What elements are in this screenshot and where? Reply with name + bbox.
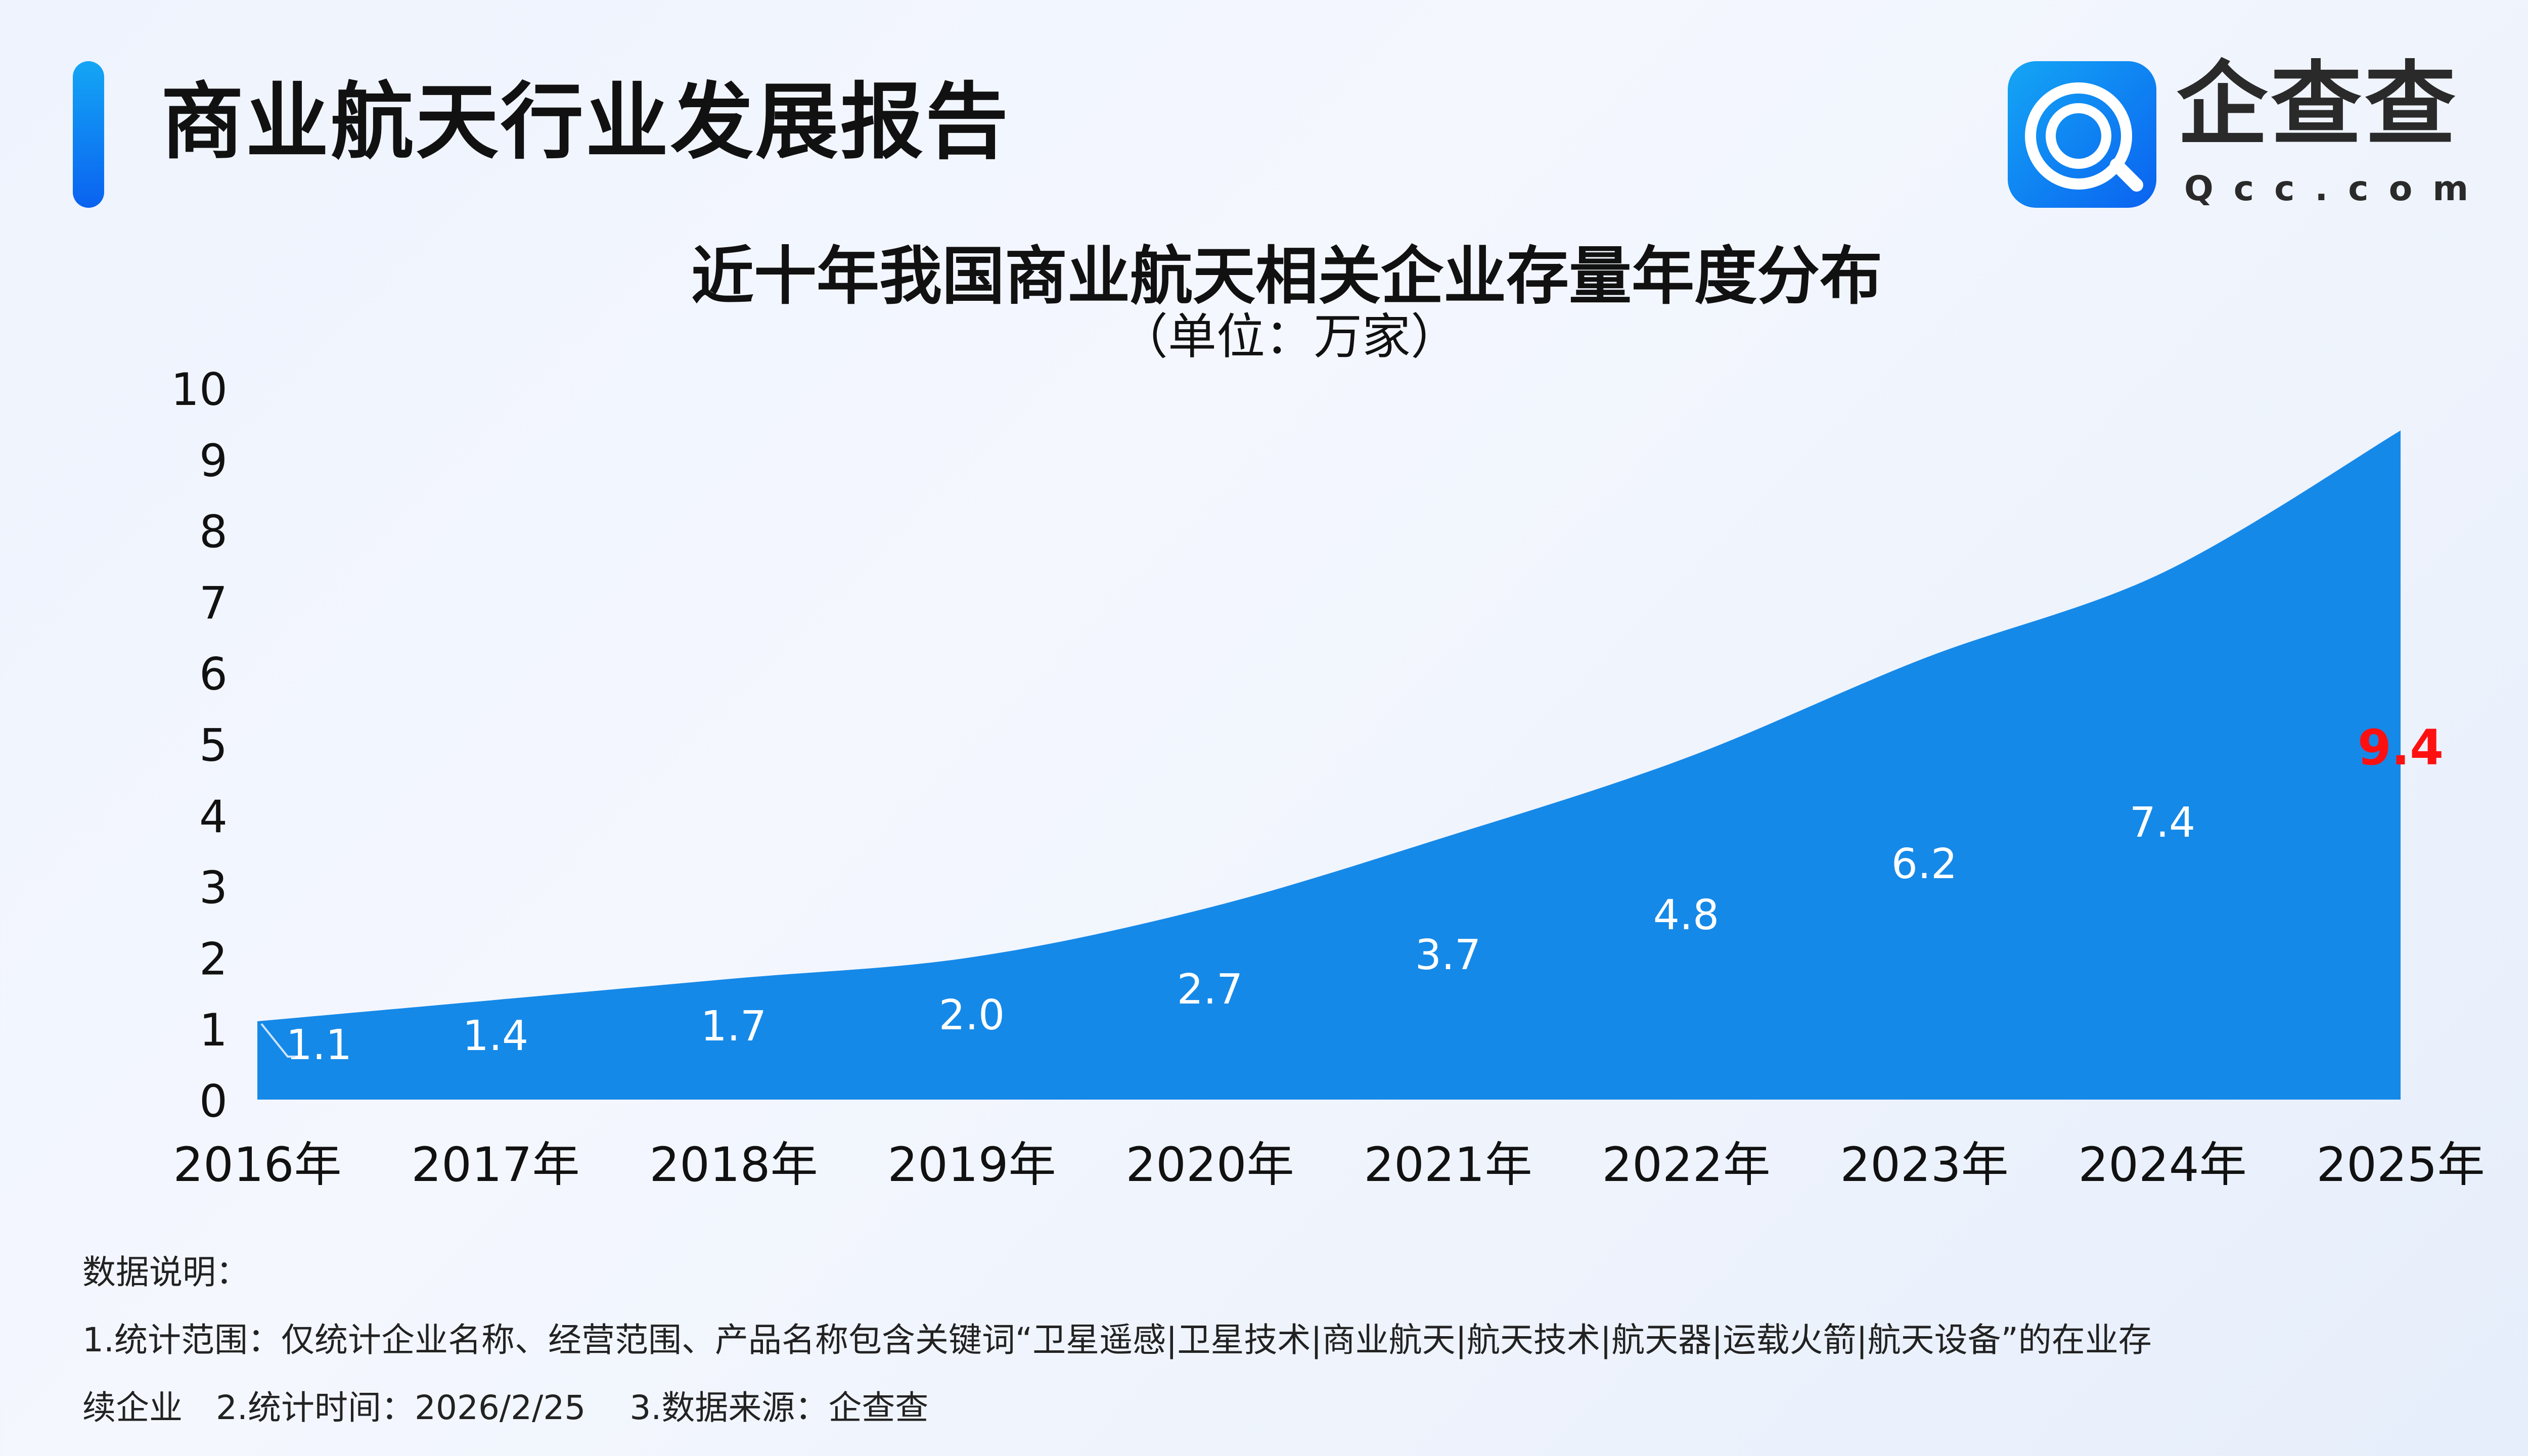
chart-subtitle: （单位：万家） [1119,308,1459,365]
y-tick-label: 7 [199,577,228,629]
y-tick-label: 9 [199,435,228,487]
data-label: 1.1 [286,1021,352,1069]
logo-domain: Qcc.com [2184,169,2489,209]
data-label: 6.2 [1891,840,1957,888]
notes-heading: 数据说明： [82,1253,249,1292]
data-label: 4.8 [1653,891,1719,939]
data-label: 2.0 [939,991,1005,1039]
x-tick-label: 2022年 [1602,1138,1770,1193]
x-tick-label: 2016年 [173,1138,341,1193]
x-tick-label: 2018年 [649,1138,818,1193]
notes-line-2: 续企业 2.统计时间：2026/2/25 3.数据来源：企查查 [82,1388,929,1427]
y-tick-label: 1 [199,1004,228,1056]
x-tick-label: 2017年 [411,1138,579,1193]
y-tick-label: 8 [199,506,228,558]
logo-wordmark: 企查查 [2177,52,2459,158]
x-tick-label: 2020年 [1125,1138,1294,1193]
y-tick-label: 6 [199,648,228,700]
leader-line [260,1023,295,1058]
notes-line-1: 1.统计范围：仅统计企业名称、经营范围、产品名称包含关键词“卫星遥感|卫星技术|… [82,1321,2152,1359]
y-tick-label: 3 [199,862,228,914]
data-label: 1.4 [463,1012,528,1060]
chart-title: 近十年我国商业航天相关企业存量年度分布 [691,240,1882,313]
y-tick-label: 4 [199,791,228,843]
data-label: 2.7 [1177,966,1243,1014]
page-title: 商业航天行业发展报告 [161,74,1011,170]
x-tick-label: 2021年 [1364,1138,1532,1193]
data-label: 9.4 [2358,719,2444,776]
y-tick-label: 2 [199,933,228,985]
data-label: 1.7 [701,1003,766,1051]
data-label: 3.7 [1415,931,1481,979]
area-series [257,430,2401,1100]
data-notes: 数据说明： 1.统计范围：仅统计企业名称、经营范围、产品名称包含关键词“卫星遥感… [82,1239,2152,1442]
y-tick-label: 0 [199,1075,228,1127]
x-tick-label: 2024年 [2078,1138,2246,1193]
x-tick-label: 2023年 [1840,1138,2008,1193]
title-accent-bar [73,61,104,208]
y-tick-label: 5 [199,719,228,771]
qcc-logo-icon [2008,61,2156,208]
x-tick-label: 2025年 [2316,1138,2485,1193]
y-tick-label: 10 [171,363,228,416]
x-tick-label: 2019年 [887,1138,1056,1193]
data-label: 7.4 [2130,799,2195,847]
